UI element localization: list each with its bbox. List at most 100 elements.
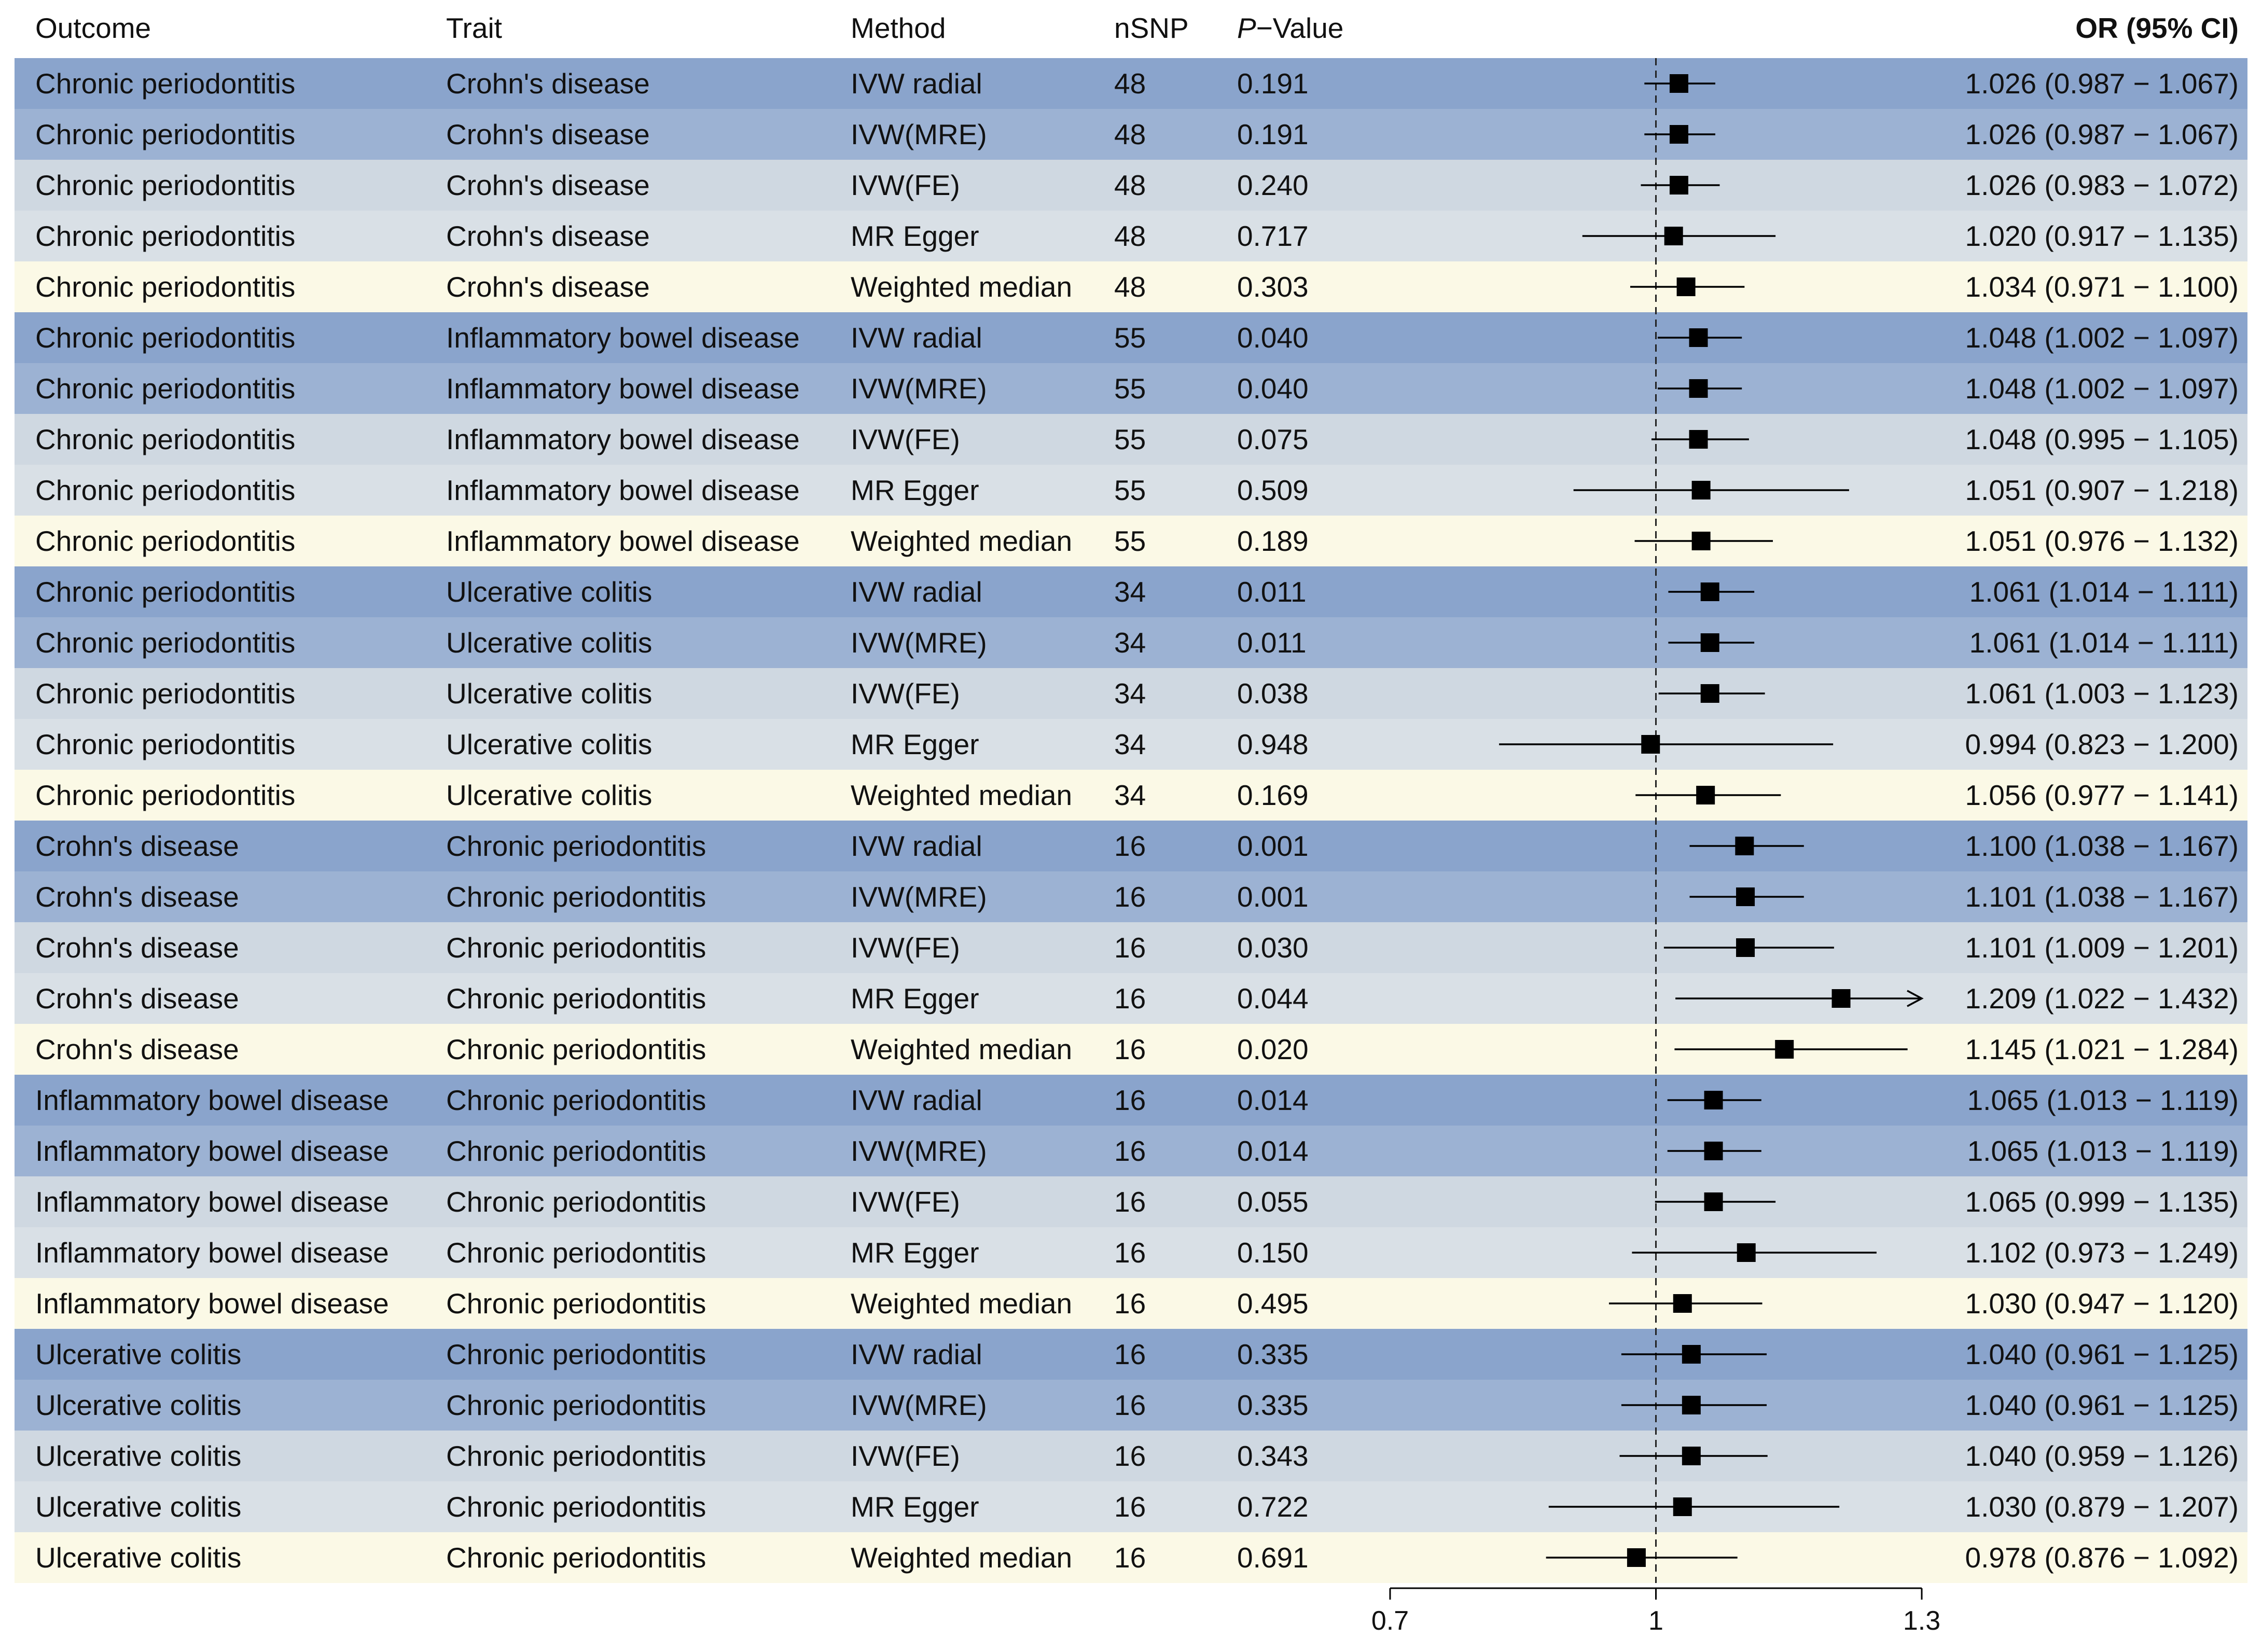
cell-nsnp: 55 [1114, 372, 1146, 405]
cell-nsnp: 48 [1114, 118, 1146, 150]
cell-or-ci: 1.101 (1.009 − 1.201) [1965, 932, 2239, 964]
cell-p-value: 0.169 [1237, 779, 1309, 811]
cell-method: IVW radial [851, 1084, 982, 1116]
cell-p-value: 0.040 [1237, 372, 1309, 405]
cell-or-ci: 1.065 (1.013 − 1.119) [1967, 1135, 2239, 1167]
cell-outcome: Inflammatory bowel disease [35, 1237, 389, 1269]
cell-nsnp: 55 [1114, 525, 1146, 557]
cell-outcome: Crohn's disease [35, 881, 239, 913]
cell-method: Weighted median [851, 525, 1073, 557]
cell-nsnp: 16 [1114, 1389, 1146, 1421]
x-tick-label: 1.3 [1903, 1606, 1940, 1636]
cell-p-value: 0.038 [1237, 677, 1309, 710]
cell-outcome: Inflammatory bowel disease [35, 1084, 389, 1116]
table-row [15, 1126, 2247, 1176]
cell-trait: Inflammatory bowel disease [446, 525, 800, 557]
cell-or-ci: 1.026 (0.987 − 1.067) [1965, 67, 2239, 100]
ci-arrow [1907, 990, 1924, 1007]
point-marker [1704, 1091, 1723, 1109]
cell-p-value: 0.240 [1237, 169, 1309, 201]
table-row [15, 871, 2247, 922]
cell-outcome: Chronic periodontitis [35, 169, 296, 201]
cell-p-value: 0.001 [1237, 830, 1309, 862]
cell-outcome: Ulcerative colitis [35, 1491, 242, 1523]
cell-p-value: 0.495 [1237, 1287, 1309, 1320]
cell-trait: Chronic periodontitis [446, 1542, 706, 1574]
cell-method: IVW(FE) [851, 677, 960, 710]
table-row [15, 1380, 2247, 1431]
cell-method: Weighted median [851, 1033, 1073, 1065]
cell-trait: Ulcerative colitis [446, 627, 653, 659]
cell-or-ci: 1.065 (1.013 − 1.119) [1967, 1084, 2239, 1116]
table-row [15, 1278, 2247, 1329]
point-marker [1627, 1548, 1646, 1567]
cell-or-ci: 1.101 (1.038 − 1.167) [1965, 881, 2239, 913]
cell-p-value: 0.691 [1237, 1542, 1309, 1574]
table-row [15, 211, 2247, 261]
cell-or-ci: 0.994 (0.823 − 1.200) [1965, 728, 2239, 760]
cell-or-ci: 1.026 (0.983 − 1.072) [1965, 169, 2239, 201]
header-p-rest: −Value [1256, 12, 1344, 44]
point-marker [1700, 633, 1719, 652]
cell-nsnp: 48 [1114, 169, 1146, 201]
cell-trait: Chronic periodontitis [446, 1440, 706, 1472]
cell-trait: Chronic periodontitis [446, 1135, 706, 1167]
point-marker [1673, 1294, 1692, 1313]
cell-method: IVW(MRE) [851, 627, 987, 659]
cell-trait: Inflammatory bowel disease [446, 322, 800, 354]
point-marker [1682, 1447, 1701, 1465]
cell-nsnp: 34 [1114, 779, 1146, 811]
cell-trait: Chronic periodontitis [446, 932, 706, 964]
cell-outcome: Chronic periodontitis [35, 322, 296, 354]
cell-or-ci: 0.978 (0.876 − 1.092) [1965, 1542, 2239, 1574]
cell-p-value: 0.011 [1237, 627, 1307, 659]
point-marker [1691, 481, 1711, 499]
point-marker [1682, 1345, 1701, 1364]
point-marker [1689, 379, 1708, 398]
cell-or-ci: 1.048 (1.002 − 1.097) [1965, 372, 2239, 405]
table-row [15, 312, 2247, 363]
cell-method: IVW radial [851, 67, 982, 100]
cell-p-value: 0.011 [1237, 576, 1307, 608]
cell-trait: Chronic periodontitis [446, 1084, 706, 1116]
cell-trait: Chronic periodontitis [446, 1491, 706, 1523]
cell-method: MR Egger [851, 1237, 979, 1269]
table-row [15, 668, 2247, 719]
cell-or-ci: 1.100 (1.038 − 1.167) [1965, 830, 2239, 862]
table-row [15, 414, 2247, 465]
cell-nsnp: 16 [1114, 982, 1146, 1015]
cell-trait: Ulcerative colitis [446, 576, 653, 608]
cell-or-ci: 1.040 (0.961 − 1.125) [1965, 1338, 2239, 1370]
header-nsnp: nSNP [1114, 12, 1189, 44]
table-row [15, 1481, 2247, 1532]
cell-or-ci: 1.051 (0.907 − 1.218) [1965, 474, 2239, 506]
point-marker [1682, 1396, 1701, 1414]
cell-method: IVW(MRE) [851, 118, 987, 150]
cell-method: Weighted median [851, 1542, 1073, 1574]
cell-trait: Chronic periodontitis [446, 1186, 706, 1218]
table-row [15, 821, 2247, 871]
cell-nsnp: 34 [1114, 627, 1146, 659]
cell-outcome: Chronic periodontitis [35, 627, 296, 659]
cell-or-ci: 1.048 (1.002 − 1.097) [1965, 322, 2239, 354]
cell-or-ci: 1.034 (0.971 − 1.100) [1965, 271, 2239, 303]
header-p-value: P−Value [1237, 11, 1343, 45]
point-marker [1669, 125, 1688, 144]
point-marker [1669, 176, 1688, 195]
cell-trait: Chronic periodontitis [446, 982, 706, 1015]
cell-trait: Crohn's disease [446, 271, 650, 303]
table-row [15, 58, 2247, 109]
cell-nsnp: 16 [1114, 881, 1146, 913]
cell-p-value: 0.189 [1237, 525, 1309, 557]
point-marker [1696, 786, 1715, 804]
header-p-letter: P [1237, 12, 1256, 44]
cell-trait: Chronic periodontitis [446, 1033, 706, 1065]
cell-p-value: 0.055 [1237, 1186, 1309, 1218]
cell-outcome: Inflammatory bowel disease [35, 1186, 389, 1218]
cell-nsnp: 16 [1114, 1237, 1146, 1269]
point-marker [1689, 430, 1708, 449]
cell-outcome: Chronic periodontitis [35, 67, 296, 100]
table-row [15, 1075, 2247, 1126]
cell-p-value: 0.509 [1237, 474, 1309, 506]
